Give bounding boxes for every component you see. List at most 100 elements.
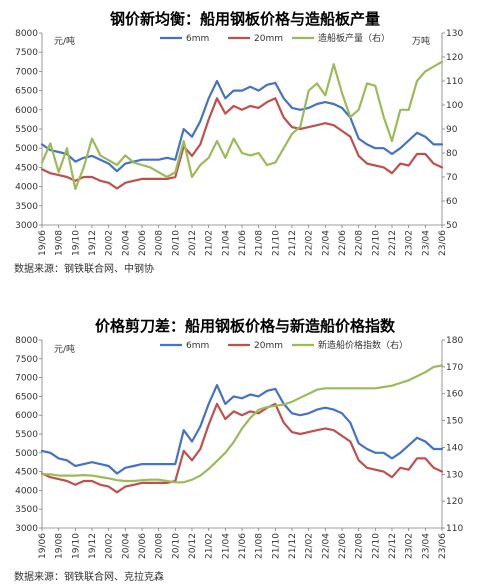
left-y-tick-label: 8000 [15, 29, 38, 39]
left-y-tick-label: 3500 [15, 505, 38, 515]
series-lines [40, 60, 444, 191]
x-tick-label: 23/02 [405, 230, 415, 256]
right-y-tick-label: 110 [446, 77, 463, 87]
right-y-tick-label: 140 [446, 443, 463, 453]
x-tick-label: 19/10 [71, 230, 81, 256]
x-tick-label: 21/10 [271, 533, 281, 559]
x-tick-label: 22/10 [371, 230, 381, 256]
series-line-2 [40, 364, 444, 484]
right-y-tick-label: 150 [446, 417, 463, 427]
right-axis-unit: 万吨 [412, 35, 430, 47]
legend-label: 6mm [186, 34, 209, 44]
x-tick-label: 21/08 [255, 533, 265, 559]
left-y-tick-label: 3500 [15, 202, 38, 212]
left-y-tick-label: 8000 [15, 336, 38, 346]
right-y-tick-label: 80 [446, 149, 458, 159]
series-lines [40, 364, 444, 494]
left-y-tick-label: 5000 [15, 449, 38, 459]
left-y-ticks: 3000 3500 4000 4500 5000 5500 6000 6500 7000 7500… [15, 336, 42, 534]
right-y-ticks: 110 120 130 140 150 160 170 180 [442, 336, 463, 534]
x-tick-label: 21/06 [238, 533, 248, 559]
x-tick-label: 20/04 [121, 230, 131, 256]
right-y-tick-label: 130 [446, 29, 463, 39]
chart-panel-price-index: 价格剪刀差：船用钢板价格与新造船价格指数 元/吨 6mm 20mm 新造船价格指数（… [14, 317, 463, 583]
right-y-tick-label: 180 [446, 336, 463, 346]
x-tick-label: 20/12 [188, 230, 198, 256]
source-note: 数据来源：钢铁联合网、中钢协 [14, 262, 154, 275]
x-tick-label: 21/04 [221, 533, 231, 559]
left-y-tick-label: 6500 [15, 87, 38, 97]
x-tick-label: 19/06 [38, 230, 48, 256]
x-tick-label: 20/10 [171, 533, 181, 559]
x-tick-label: 22/10 [371, 533, 381, 559]
x-tick-label: 23/06 [438, 533, 448, 559]
left-y-tick-label: 7500 [15, 48, 38, 58]
x-tick-label: 20/12 [188, 533, 198, 559]
left-y-tick-label: 4000 [15, 183, 38, 193]
chart-legend: 6mm 20mm 新造船价格指数（右） [160, 339, 408, 351]
right-y-tick-label: 110 [446, 524, 463, 534]
x-ticks: 19/06 19/08 19/10 19/12 20/02 20/04 20/06 20/08… [38, 225, 448, 256]
x-tick-label: 22/08 [355, 533, 365, 559]
x-tick-label: 22/06 [338, 533, 348, 559]
series-line-1 [40, 402, 444, 494]
left-y-tick-label: 5500 [15, 430, 38, 440]
source-note: 数据来源：钢铁联合网、克拉克森 [14, 570, 164, 583]
right-y-tick-label: 50 [446, 221, 458, 231]
x-tick-label: 21/04 [221, 230, 231, 256]
x-tick-label: 23/02 [405, 533, 415, 559]
left-axis-unit: 元/吨 [54, 343, 75, 355]
x-tick-label: 22/02 [305, 230, 315, 256]
series-line-0 [40, 79, 444, 173]
legend-label: 20mm [254, 341, 283, 351]
left-y-ticks: 3000 3500 4000 4500 5000 5500 6000 6500 7000 7500… [15, 29, 42, 231]
right-y-ticks: 50 60 70 80 90 100 110 120 130 [442, 29, 463, 231]
legend-label: 造船板产量（右） [318, 32, 390, 44]
left-y-tick-label: 7500 [15, 355, 38, 365]
x-tick-label: 22/06 [338, 230, 348, 256]
x-tick-label: 21/12 [288, 533, 298, 559]
right-y-tick-label: 130 [446, 470, 463, 480]
right-y-tick-label: 70 [446, 173, 458, 183]
left-y-tick-label: 6500 [15, 392, 38, 402]
chart-title: 价格剪刀差：船用钢板价格与新造船价格指数 [95, 317, 396, 335]
left-y-tick-label: 3000 [15, 524, 38, 534]
x-tick-label: 22/04 [321, 533, 331, 559]
x-tick-label: 21/08 [255, 230, 265, 256]
chart-legend: 6mm 20mm 造船板产量（右） [160, 32, 390, 44]
left-y-tick-label: 5000 [15, 144, 38, 154]
x-tick-label: 20/02 [105, 230, 115, 256]
left-y-tick-label: 4500 [15, 163, 38, 173]
x-tick-label: 19/10 [71, 533, 81, 559]
x-tick-label: 19/08 [55, 230, 65, 256]
x-tick-label: 20/02 [105, 533, 115, 559]
x-tick-label: 21/02 [205, 230, 215, 256]
x-tick-label: 20/04 [121, 533, 131, 559]
x-tick-label: 20/10 [171, 230, 181, 256]
series-line-2 [40, 60, 444, 191]
right-y-tick-label: 60 [446, 197, 458, 207]
x-tick-label: 20/06 [138, 230, 148, 256]
right-y-tick-label: 120 [446, 53, 463, 63]
x-tick-label: 19/08 [55, 533, 65, 559]
series-line-0 [40, 384, 444, 475]
x-tick-label: 19/12 [88, 533, 98, 559]
x-tick-label: 22/12 [388, 533, 398, 559]
x-tick-label: 21/10 [271, 230, 281, 256]
axes [41, 33, 443, 226]
left-y-tick-label: 4500 [15, 468, 38, 478]
x-tick-label: 19/06 [38, 533, 48, 559]
legend-label: 20mm [254, 34, 283, 44]
x-tick-label: 22/08 [355, 230, 365, 256]
left-y-tick-label: 6000 [15, 106, 38, 116]
x-tick-label: 20/06 [138, 533, 148, 559]
left-y-tick-label: 7000 [15, 67, 38, 77]
axes [41, 340, 443, 529]
right-y-tick-label: 170 [446, 363, 463, 373]
x-tick-label: 21/12 [288, 230, 298, 256]
x-tick-label: 23/06 [438, 230, 448, 256]
left-y-tick-label: 5500 [15, 125, 38, 135]
left-axis-unit: 元/吨 [54, 35, 75, 47]
legend-label: 新造船价格指数（右） [318, 339, 408, 351]
